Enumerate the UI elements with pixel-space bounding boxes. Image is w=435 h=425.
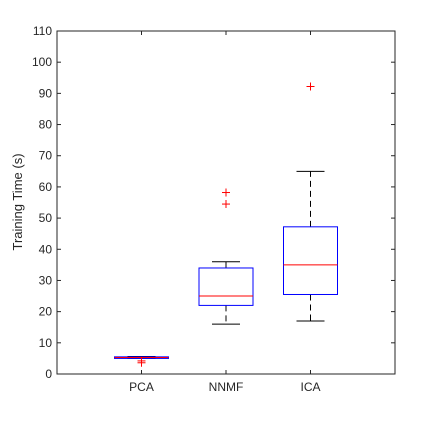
y-tick-label: 50 xyxy=(39,211,53,225)
iqr-box xyxy=(283,226,338,295)
y-tick-label: 70 xyxy=(39,149,53,163)
y-tick-label: 20 xyxy=(39,305,53,319)
box-pca xyxy=(114,356,169,367)
y-tick-label: 30 xyxy=(39,273,53,287)
y-tick-label: 80 xyxy=(39,118,53,132)
y-tick-label: 0 xyxy=(45,367,52,381)
y-tick-label: 60 xyxy=(39,180,53,194)
x-tick-label: PCA xyxy=(129,380,154,394)
y-axis-label: Training Time (s) xyxy=(10,153,25,250)
x-tick-label: ICA xyxy=(300,380,320,394)
box-ica xyxy=(283,82,338,322)
y-tick-label: 40 xyxy=(39,242,53,256)
outlier-marker xyxy=(306,82,315,91)
y-tick-label: 90 xyxy=(39,86,53,100)
outlier-marker xyxy=(222,188,230,197)
y-tick-label: 100 xyxy=(32,55,52,69)
x-tick-label: NNMF xyxy=(209,380,244,394)
outlier-marker xyxy=(137,356,146,365)
iqr-box xyxy=(198,267,254,306)
box-nnmf xyxy=(198,188,254,325)
y-tick-label: 110 xyxy=(33,24,52,38)
y-tick-label: 10 xyxy=(39,336,53,350)
outlier-marker xyxy=(222,200,230,209)
